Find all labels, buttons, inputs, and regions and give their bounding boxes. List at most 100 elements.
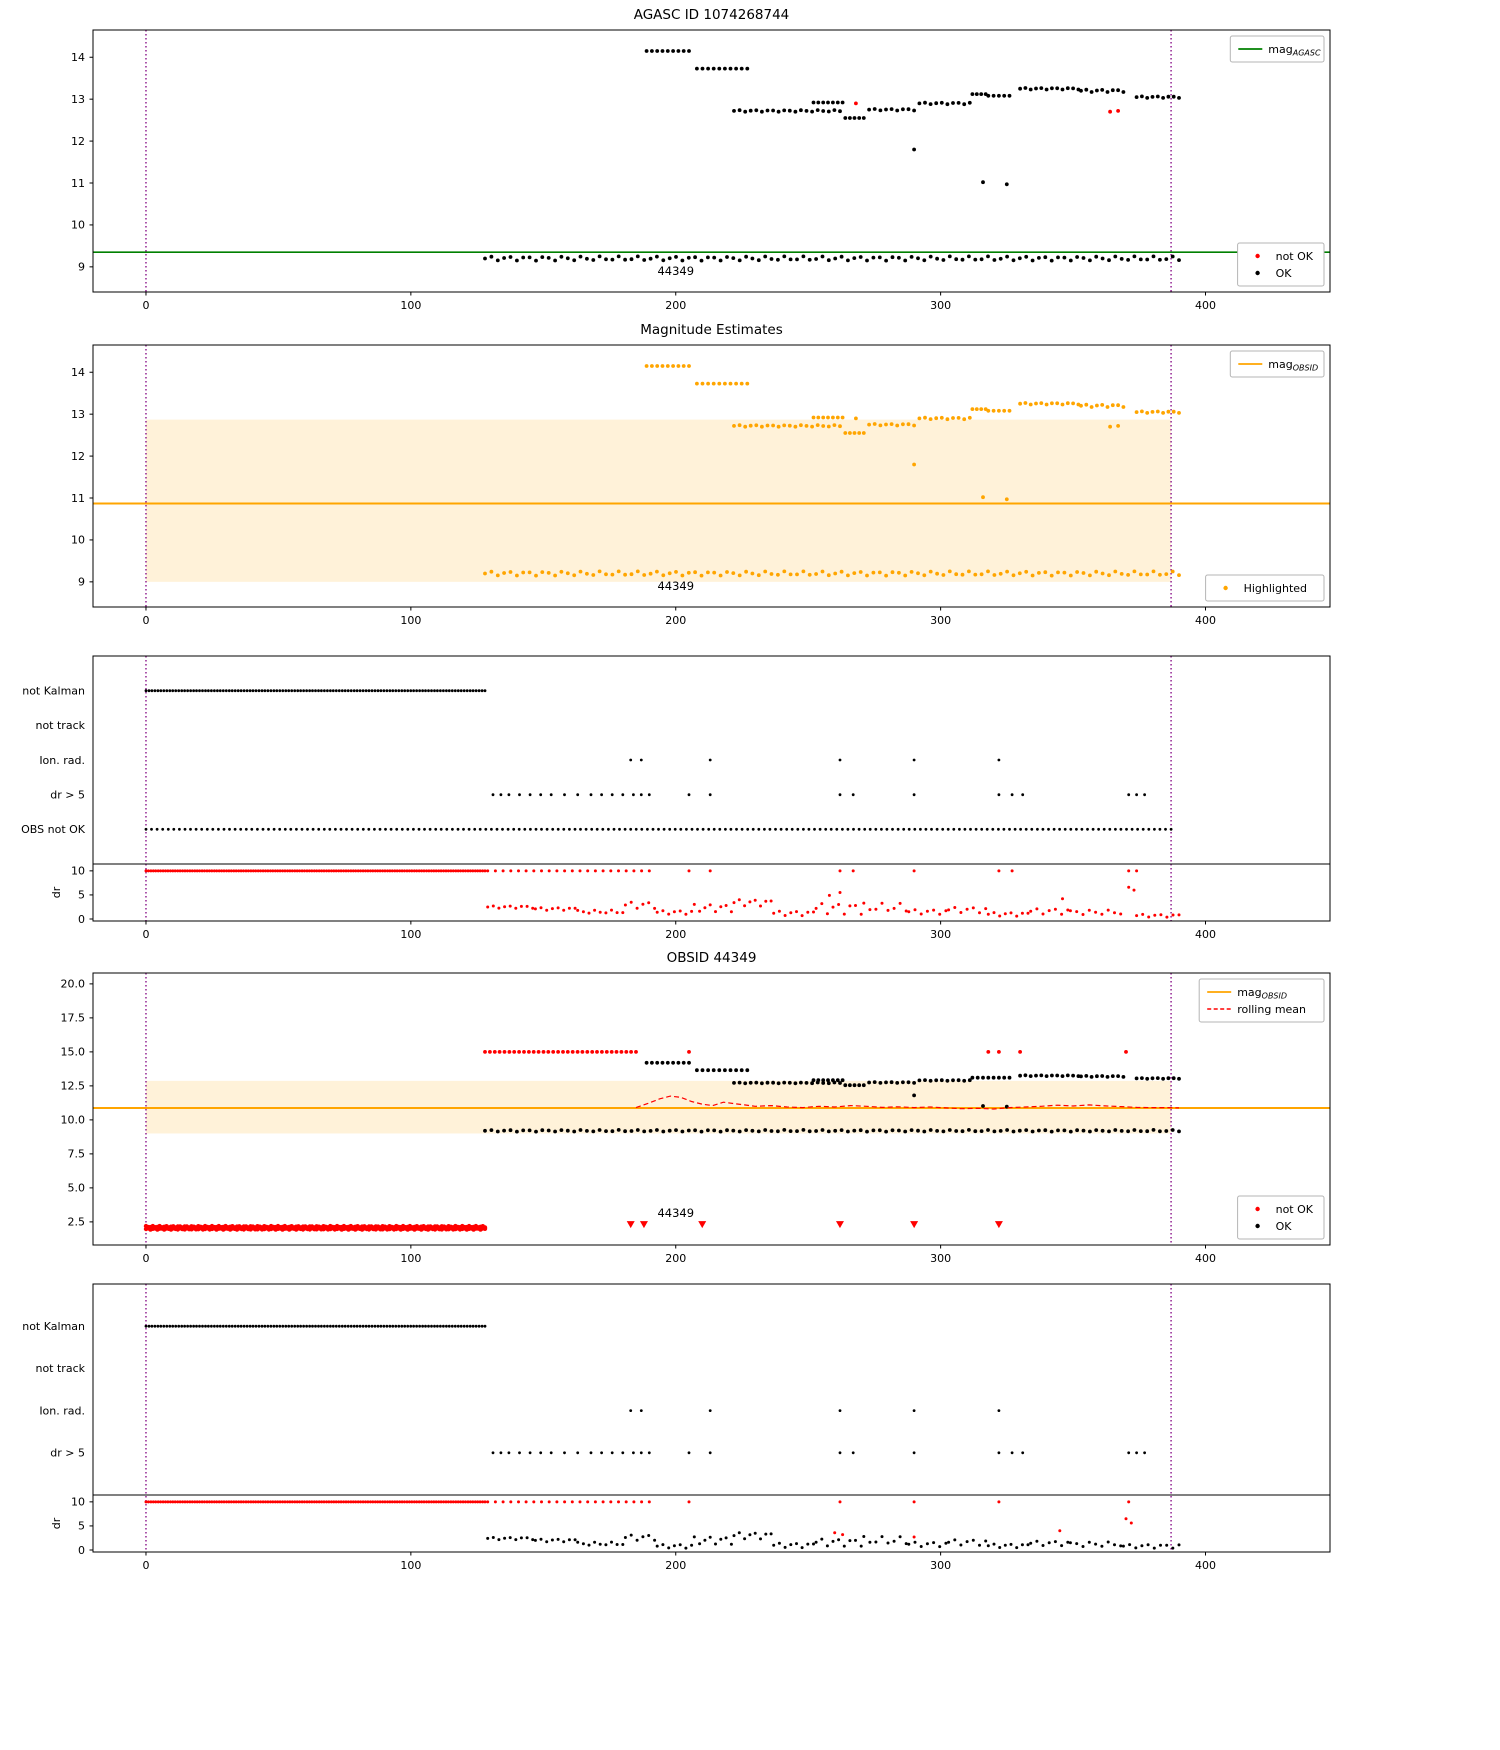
panel-obsid-44349: 2.5 5.0 7.5 10.0 12.5 15.0 17.5 20.0 44349 magOBS… xyxy=(61,950,1331,1265)
flag-row-not-kalman xyxy=(144,689,487,693)
x-tick-label: 100 xyxy=(400,1559,421,1572)
flag-label: Ion. rad. xyxy=(39,1404,85,1417)
flag-label: OBS not OK xyxy=(21,823,86,836)
obsid-annotation: 44349 xyxy=(657,579,694,593)
flag-label: not track xyxy=(35,1362,85,1375)
series-highlighted xyxy=(483,364,1181,578)
plot-area xyxy=(144,689,1181,919)
flag-row-ion.-rad. xyxy=(629,1409,1001,1412)
flag-label: not Kalman xyxy=(22,684,85,697)
series-ok-baseline xyxy=(483,1128,1181,1134)
y-tick-label: 11 xyxy=(71,492,85,505)
series-rolling-mean xyxy=(635,1095,1180,1110)
series-not-ok xyxy=(854,101,1120,114)
y-tick-label: 12 xyxy=(71,450,85,463)
flag-row-dr->-5 xyxy=(491,1451,1146,1455)
legend: not OK OK xyxy=(1237,1195,1325,1240)
series-not-ok-high xyxy=(483,1050,1128,1054)
plot-area xyxy=(483,364,1181,578)
dr-tick-label: 0 xyxy=(78,913,85,926)
axes: 2.5 5.0 7.5 10.0 12.5 15.0 17.5 20.0 44349 magOBS… xyxy=(61,950,1331,1265)
dr-axis-label: dr xyxy=(50,886,63,898)
y-tick-label: 13 xyxy=(71,93,85,106)
y-tick-label: 15.0 xyxy=(61,1046,86,1059)
flag-label: Ion. rad. xyxy=(39,754,85,767)
panel-agasc-magnitudes: 9 10 11 12 13 14 44349 magAGASC not OK OK 0 100 200 3… xyxy=(71,7,1331,312)
y-tick-label: 2.5 xyxy=(68,1216,86,1229)
panel-flags-top: not Kalman not track Ion. rad. dr > 5 OBS no… xyxy=(21,655,1331,941)
y-tick-label: 17.5 xyxy=(61,1012,86,1025)
x-tick-label: 0 xyxy=(142,1252,149,1265)
flag-row-obs-not-ok xyxy=(144,827,1173,831)
legend: not OK OK xyxy=(1237,242,1325,287)
svg-text:rolling mean: rolling mean xyxy=(1237,1003,1306,1016)
obsid-annotation: 44349 xyxy=(657,1206,694,1220)
axes-frame xyxy=(92,344,1331,608)
axes: not Kalman not track Ion. rad. dr > 5 OBS no… xyxy=(21,655,1331,941)
y-tick-label: 14 xyxy=(71,51,85,64)
y-tick-label: 9 xyxy=(78,576,85,589)
svg-text:not OK: not OK xyxy=(1276,1203,1314,1216)
dr-series-1 xyxy=(486,1531,1181,1550)
y-tick-label: 9 xyxy=(78,261,85,274)
dr-tick-label: 0 xyxy=(78,1544,85,1557)
chart-title: Magnitude Estimates xyxy=(640,322,782,338)
y-tick-label: 12.5 xyxy=(61,1080,86,1093)
dr-tick-label: 5 xyxy=(78,889,85,902)
svg-text:Highlighted: Highlighted xyxy=(1244,582,1307,595)
flag-row-dr->-5 xyxy=(491,793,1146,797)
x-tick-label: 0 xyxy=(142,1559,149,1572)
y-tick-label: 7.5 xyxy=(68,1148,86,1161)
dr-series-0 xyxy=(144,869,1181,919)
flag-row-not-kalman xyxy=(144,1324,487,1328)
y-tick-label: 10 xyxy=(71,219,85,232)
x-tick-label: 200 xyxy=(665,614,686,627)
flag-label: not Kalman xyxy=(22,1320,85,1333)
series-ok-clusters xyxy=(644,49,1181,187)
x-tick-label: 200 xyxy=(665,928,686,941)
axes-frame xyxy=(92,655,1331,922)
obsid-annotation: 44349 xyxy=(657,264,694,278)
svg-text:not OK: not OK xyxy=(1276,250,1314,263)
plot-area xyxy=(483,49,1181,263)
chart-title: OBSID 44349 xyxy=(667,950,757,966)
dr-tick-label: 10 xyxy=(71,1496,85,1509)
x-tick-label: 100 xyxy=(400,299,421,312)
series-not-ok-low-band xyxy=(143,1223,488,1232)
x-tick-label: 200 xyxy=(665,1252,686,1265)
x-tick-label: 300 xyxy=(930,1559,951,1572)
x-tick-label: 100 xyxy=(400,614,421,627)
flag-label: not track xyxy=(35,719,85,732)
flag-row-ion.-rad. xyxy=(629,758,1001,762)
y-tick-label: 14 xyxy=(71,366,85,379)
x-tick-label: 0 xyxy=(142,928,149,941)
plot-area xyxy=(144,1324,1181,1550)
x-tick-label: 300 xyxy=(930,614,951,627)
axes: 9 10 11 12 13 14 44349 magAGASC not OK OK 0 100 200 3… xyxy=(71,7,1331,312)
axes: 9 10 11 12 13 14 44349 magOBSID Highlighted 0 100 2… xyxy=(71,322,1331,627)
x-tick-label: 200 xyxy=(665,299,686,312)
y-tick-label: 13 xyxy=(71,408,85,421)
series-event-markers xyxy=(626,1221,1003,1229)
legend: magAGASC xyxy=(1229,35,1325,63)
dr-tick-label: 5 xyxy=(78,1520,85,1533)
panel-flags-bottom: not Kalman not track Ion. rad. dr > 5 0 5 10 dr… xyxy=(22,1283,1331,1572)
x-tick-label: 400 xyxy=(1195,299,1216,312)
panel-magnitude-estimates: 9 10 11 12 13 14 44349 magOBSID Highlighted 0 100 2… xyxy=(71,322,1331,627)
x-tick-label: 400 xyxy=(1195,1559,1216,1572)
y-tick-label: 10 xyxy=(71,534,85,547)
axes: not Kalman not track Ion. rad. dr > 5 0 5 10 dr… xyxy=(22,1283,1331,1572)
x-tick-label: 400 xyxy=(1195,1252,1216,1265)
flag-label: dr > 5 xyxy=(50,1447,85,1460)
flag-label: dr > 5 xyxy=(50,788,85,801)
axes-frame xyxy=(92,29,1331,293)
legend: Highlighted xyxy=(1205,574,1325,602)
series-ok-baseline xyxy=(483,254,1181,263)
dr-series-0 xyxy=(144,1500,1133,1539)
svg-text:OK: OK xyxy=(1276,267,1293,280)
x-tick-label: 100 xyxy=(400,1252,421,1265)
y-tick-label: 10.0 xyxy=(61,1114,86,1127)
y-tick-label: 20.0 xyxy=(61,978,86,991)
axes-frame xyxy=(92,972,1331,1246)
